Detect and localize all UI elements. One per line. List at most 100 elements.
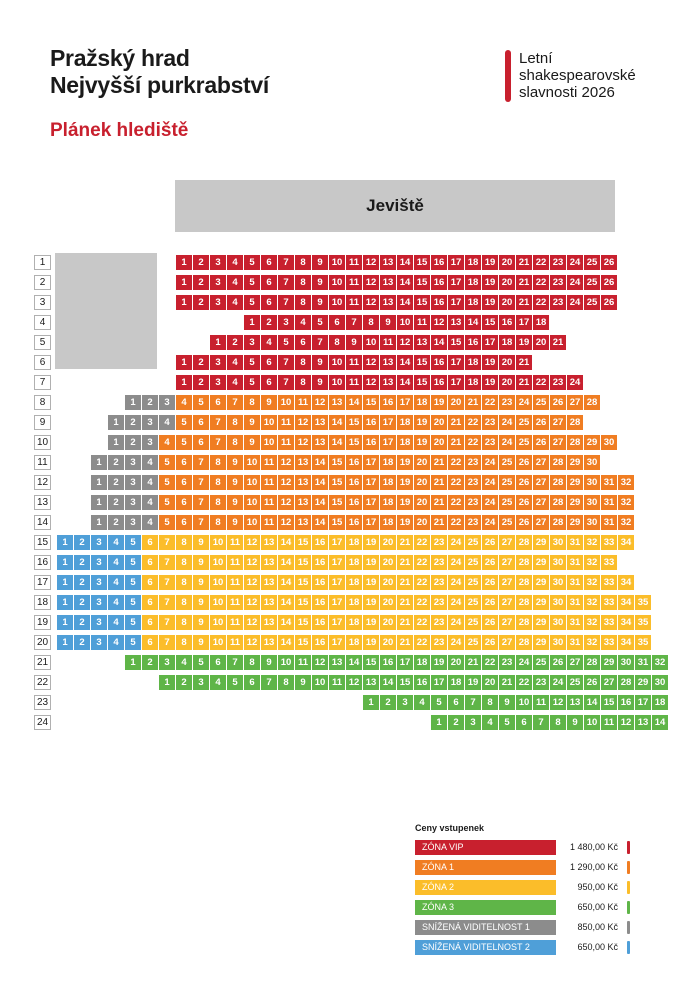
- seat[interactable]: 23: [431, 615, 447, 630]
- seat[interactable]: 8: [363, 315, 379, 330]
- seat[interactable]: 20: [499, 255, 515, 270]
- seat[interactable]: 26: [482, 535, 498, 550]
- seat[interactable]: 9: [244, 435, 260, 450]
- seat[interactable]: 11: [227, 635, 243, 650]
- seat[interactable]: 8: [295, 375, 311, 390]
- seat[interactable]: 7: [227, 655, 243, 670]
- seat[interactable]: 30: [584, 475, 600, 490]
- seat[interactable]: 4: [108, 555, 124, 570]
- seat[interactable]: 4: [142, 495, 158, 510]
- seat[interactable]: 12: [278, 455, 294, 470]
- seat[interactable]: 32: [584, 595, 600, 610]
- seat[interactable]: 1: [210, 335, 226, 350]
- seat[interactable]: 26: [516, 495, 532, 510]
- seat[interactable]: 15: [346, 435, 362, 450]
- seat[interactable]: 20: [414, 515, 430, 530]
- seat[interactable]: 3: [91, 595, 107, 610]
- seat[interactable]: 8: [295, 295, 311, 310]
- seat[interactable]: 22: [414, 635, 430, 650]
- seat[interactable]: 10: [261, 435, 277, 450]
- seat[interactable]: 27: [499, 575, 515, 590]
- seat[interactable]: 3: [210, 275, 226, 290]
- seat[interactable]: 8: [295, 355, 311, 370]
- seat[interactable]: 12: [244, 575, 260, 590]
- seat[interactable]: 28: [584, 655, 600, 670]
- seat[interactable]: 15: [482, 315, 498, 330]
- seat[interactable]: 2: [108, 475, 124, 490]
- seat[interactable]: 15: [414, 295, 430, 310]
- seat[interactable]: 25: [465, 635, 481, 650]
- seat[interactable]: 21: [516, 275, 532, 290]
- seat[interactable]: 2: [125, 435, 141, 450]
- seat[interactable]: 11: [346, 295, 362, 310]
- seat[interactable]: 14: [380, 675, 396, 690]
- seat[interactable]: 26: [482, 615, 498, 630]
- seat[interactable]: 19: [482, 295, 498, 310]
- seat[interactable]: 17: [363, 475, 379, 490]
- seat[interactable]: 19: [431, 655, 447, 670]
- seat[interactable]: 30: [550, 635, 566, 650]
- seat[interactable]: 25: [465, 555, 481, 570]
- seat[interactable]: 1: [108, 435, 124, 450]
- seat[interactable]: 7: [193, 475, 209, 490]
- seat[interactable]: 10: [363, 335, 379, 350]
- seat[interactable]: 10: [261, 415, 277, 430]
- seat[interactable]: 30: [584, 495, 600, 510]
- seat[interactable]: 17: [363, 515, 379, 530]
- seat[interactable]: 1: [125, 655, 141, 670]
- seat[interactable]: 1: [176, 355, 192, 370]
- seat[interactable]: 26: [482, 555, 498, 570]
- seat[interactable]: 7: [533, 715, 549, 730]
- seat[interactable]: 15: [295, 635, 311, 650]
- seat[interactable]: 4: [176, 395, 192, 410]
- seat[interactable]: 16: [346, 515, 362, 530]
- seat[interactable]: 28: [516, 595, 532, 610]
- seat[interactable]: 6: [516, 715, 532, 730]
- seat[interactable]: 23: [550, 375, 566, 390]
- seat[interactable]: 4: [108, 615, 124, 630]
- seat[interactable]: 13: [363, 675, 379, 690]
- seat[interactable]: 10: [244, 475, 260, 490]
- seat[interactable]: 18: [346, 555, 362, 570]
- seat[interactable]: 20: [380, 635, 396, 650]
- seat[interactable]: 25: [465, 615, 481, 630]
- seat[interactable]: 7: [278, 255, 294, 270]
- seat[interactable]: 23: [465, 495, 481, 510]
- seat[interactable]: 27: [567, 655, 583, 670]
- seat[interactable]: 7: [159, 575, 175, 590]
- seat[interactable]: 21: [397, 635, 413, 650]
- seat[interactable]: 12: [244, 555, 260, 570]
- seat[interactable]: 8: [210, 475, 226, 490]
- seat[interactable]: 24: [448, 615, 464, 630]
- seat[interactable]: 21: [516, 295, 532, 310]
- seat[interactable]: 4: [227, 375, 243, 390]
- seat[interactable]: 16: [431, 275, 447, 290]
- seat[interactable]: 14: [329, 415, 345, 430]
- seat[interactable]: 31: [567, 615, 583, 630]
- seat[interactable]: 11: [261, 515, 277, 530]
- seat[interactable]: 24: [448, 555, 464, 570]
- seat[interactable]: 3: [125, 515, 141, 530]
- seat[interactable]: 9: [380, 315, 396, 330]
- seat[interactable]: 28: [567, 435, 583, 450]
- seat[interactable]: 21: [465, 655, 481, 670]
- seat[interactable]: 5: [125, 615, 141, 630]
- seat[interactable]: 6: [261, 295, 277, 310]
- seat[interactable]: 25: [533, 395, 549, 410]
- seat[interactable]: 6: [210, 655, 226, 670]
- seat[interactable]: 7: [278, 375, 294, 390]
- seat[interactable]: 9: [312, 255, 328, 270]
- seat[interactable]: 10: [312, 675, 328, 690]
- seat[interactable]: 5: [159, 455, 175, 470]
- seat[interactable]: 21: [550, 335, 566, 350]
- seat[interactable]: 2: [74, 555, 90, 570]
- seat[interactable]: 14: [397, 375, 413, 390]
- seat[interactable]: 29: [533, 635, 549, 650]
- seat[interactable]: 18: [346, 635, 362, 650]
- seat[interactable]: 5: [227, 675, 243, 690]
- seat[interactable]: 10: [210, 575, 226, 590]
- seat[interactable]: 11: [295, 655, 311, 670]
- seat[interactable]: 16: [363, 435, 379, 450]
- seat[interactable]: 5: [176, 435, 192, 450]
- seat[interactable]: 11: [278, 415, 294, 430]
